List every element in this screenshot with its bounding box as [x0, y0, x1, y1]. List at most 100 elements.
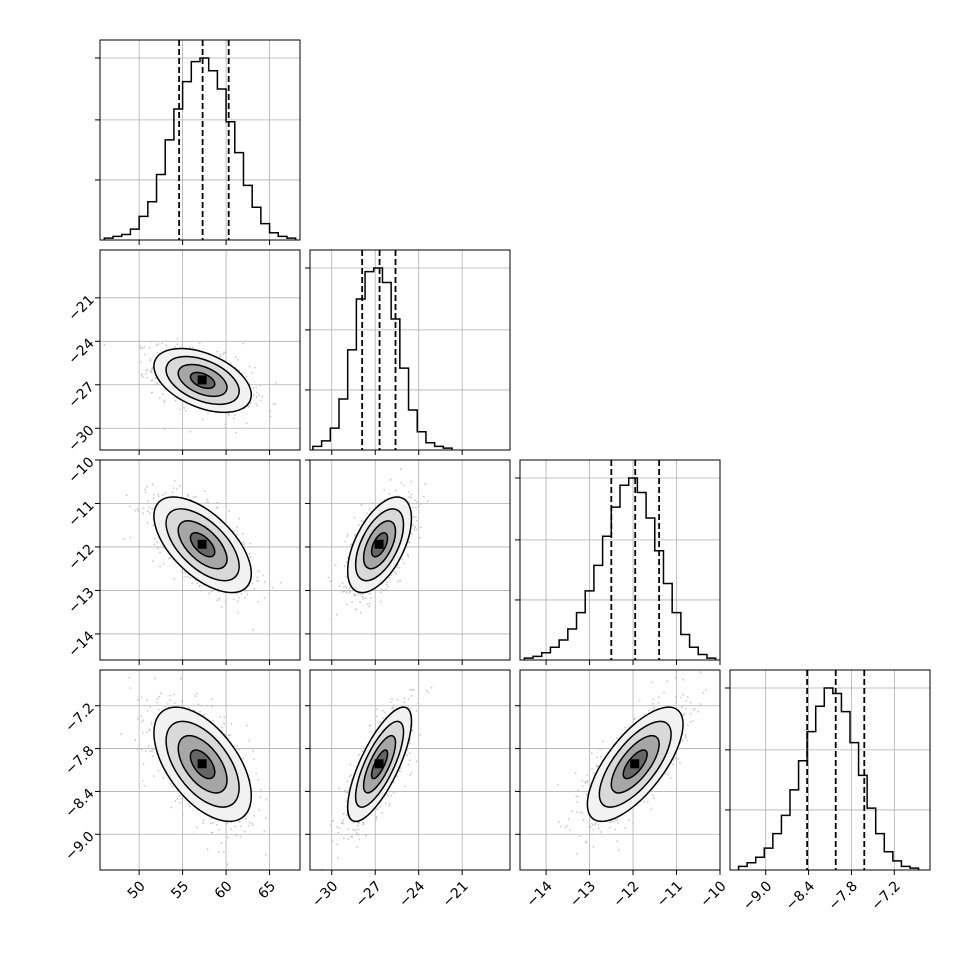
- scatter-point: [174, 346, 176, 348]
- scatter-point: [182, 571, 184, 574]
- scatter-point: [142, 375, 144, 378]
- scatter-point: [364, 597, 367, 599]
- scatter-point: [414, 499, 417, 502]
- scatter-point: [171, 785, 174, 787]
- scatter-point: [176, 798, 179, 801]
- histogram-step: [103, 57, 297, 240]
- scatter-point: [148, 729, 151, 732]
- scatter-point: [228, 510, 231, 512]
- scatter-point: [167, 703, 169, 705]
- scatter-point: [348, 591, 351, 594]
- scatter-point: [156, 701, 159, 704]
- scatter-point: [341, 591, 344, 593]
- scatter-point: [392, 791, 395, 794]
- scatter-point: [411, 688, 413, 691]
- scatter-point: [354, 608, 357, 611]
- scatter-point: [389, 701, 392, 703]
- scatter-point: [338, 585, 341, 587]
- scatter-point: [353, 535, 356, 537]
- scatter-point: [596, 756, 599, 759]
- scatter-point: [158, 396, 161, 399]
- scatter-point: [407, 706, 410, 708]
- scatter-point: [416, 501, 419, 503]
- scatter-point: [354, 533, 357, 536]
- scatter-point: [142, 512, 145, 515]
- scatter-point: [150, 392, 153, 394]
- scatter-point: [422, 495, 425, 498]
- panel-frame: [309, 669, 511, 871]
- scatter-point: [407, 491, 410, 493]
- scatter-point: [246, 724, 248, 727]
- scatter-point: [365, 512, 368, 515]
- scatter-point: [395, 573, 398, 575]
- scatter-point: [329, 824, 332, 827]
- scatter-point: [652, 698, 655, 701]
- scatter-point: [330, 617, 333, 620]
- scatter-point: [264, 581, 266, 583]
- scatter-point: [245, 422, 248, 425]
- scatter-point: [413, 529, 416, 531]
- scatter-point: [346, 535, 349, 538]
- scatter-point: [346, 814, 348, 816]
- scatter-point: [188, 707, 191, 709]
- scatter-point: [211, 817, 213, 820]
- scatter-point: [158, 708, 160, 711]
- panel-3-1: −30 −27 −24 −21: [305, 669, 511, 911]
- scatter-point: [176, 337, 179, 340]
- scatter-point: [387, 794, 389, 797]
- scatter-point: [230, 362, 232, 365]
- scatter-point: [236, 600, 239, 603]
- scatter-point: [334, 564, 337, 567]
- contour-line: [354, 720, 405, 808]
- scatter-point: [417, 702, 419, 705]
- contour-line: [165, 720, 240, 808]
- scatter-point: [347, 828, 350, 830]
- scatter-point: [211, 590, 214, 593]
- scatter-point: [129, 687, 132, 689]
- contour-line: [362, 734, 397, 794]
- scatter-point: [159, 565, 162, 568]
- scatter-point: [224, 351, 227, 354]
- scatter-point: [596, 764, 598, 767]
- scatter-point: [244, 596, 246, 599]
- scatter-point: [225, 822, 228, 825]
- scatter-point: [329, 580, 332, 582]
- scatter-point: [196, 582, 199, 584]
- scatter-point: [261, 395, 264, 398]
- panel-3-2: −14 −13 −12 −11 −10: [515, 669, 730, 911]
- scatter-point: [245, 590, 247, 593]
- scatter-point: [192, 346, 194, 349]
- scatter-point: [360, 520, 363, 522]
- panel-content: [100, 460, 300, 660]
- scatter-point: [217, 597, 220, 600]
- scatter-point: [256, 576, 259, 579]
- scatter-point: [205, 502, 208, 504]
- scatter-point: [199, 584, 201, 587]
- scatter-point: [173, 479, 176, 482]
- scatter-point: [200, 704, 203, 707]
- scatter-point: [179, 802, 182, 804]
- scatter-point: [427, 500, 429, 503]
- scatter-point: [197, 703, 200, 706]
- scatter-point: [388, 577, 391, 579]
- scatter-point: [274, 403, 277, 405]
- scatter-point: [345, 575, 348, 578]
- x-tick-label: 50: [125, 878, 149, 902]
- scatter-point: [153, 775, 156, 777]
- scatter-point: [341, 822, 343, 825]
- scatter-point: [216, 350, 219, 353]
- x-tick-label: −21: [440, 878, 472, 910]
- scatter-point: [174, 702, 176, 704]
- scatter-point: [152, 560, 154, 562]
- scatter-point: [169, 783, 172, 785]
- scatter-point: [234, 414, 236, 416]
- scatter-point: [140, 360, 143, 363]
- scatter-point: [407, 553, 409, 556]
- scatter-point: [251, 582, 254, 585]
- contour-line: [189, 371, 216, 390]
- scatter-point: [349, 590, 351, 593]
- scatter-point: [194, 695, 197, 697]
- scatter-point: [348, 587, 351, 589]
- scatter-point: [125, 494, 128, 497]
- scatter-point: [436, 453, 438, 455]
